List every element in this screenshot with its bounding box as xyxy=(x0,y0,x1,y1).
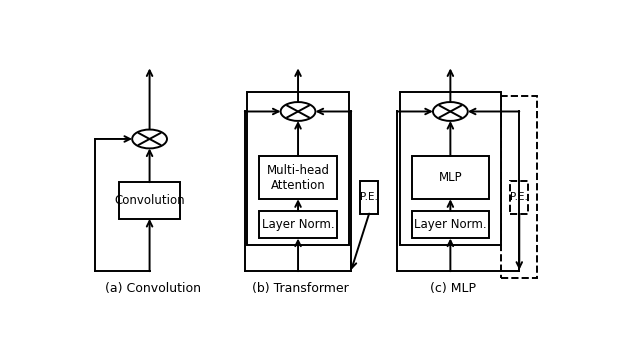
Bar xyxy=(412,211,489,238)
Bar xyxy=(501,96,537,278)
Text: Convolution: Convolution xyxy=(114,194,185,207)
Circle shape xyxy=(281,102,316,121)
Text: P.E.: P.E. xyxy=(510,192,529,202)
Text: (b) Transformer: (b) Transformer xyxy=(252,282,349,295)
Bar xyxy=(360,181,378,214)
Circle shape xyxy=(433,102,468,121)
Text: Layer Norm.: Layer Norm. xyxy=(414,218,487,231)
Text: Multi-head
Attention: Multi-head Attention xyxy=(266,164,329,192)
Bar xyxy=(260,156,337,199)
Text: (a) Convolution: (a) Convolution xyxy=(105,282,201,295)
Bar xyxy=(510,181,529,214)
Text: P.E.: P.E. xyxy=(360,192,378,202)
Circle shape xyxy=(132,130,167,148)
Bar xyxy=(260,211,337,238)
Bar xyxy=(412,156,489,199)
Text: Layer Norm.: Layer Norm. xyxy=(261,218,334,231)
Text: MLP: MLP xyxy=(439,171,462,184)
Bar xyxy=(247,91,349,245)
Bar xyxy=(119,182,180,219)
Bar xyxy=(399,91,501,245)
Text: (c) MLP: (c) MLP xyxy=(430,282,475,295)
